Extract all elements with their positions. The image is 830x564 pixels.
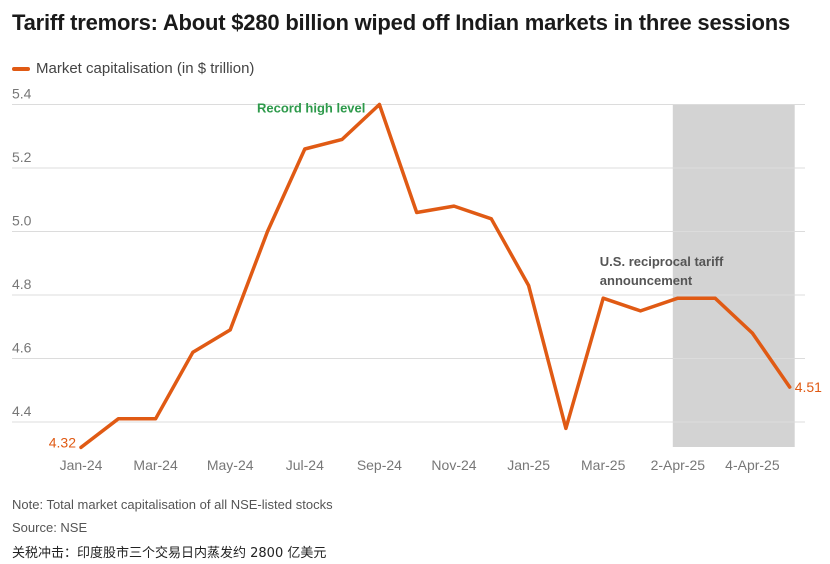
x-tick-label: Nov-24: [431, 457, 476, 473]
source-note: Source: NSE: [12, 520, 88, 535]
data-point: [601, 296, 605, 300]
data-point: [713, 296, 717, 300]
annotation-record-high: Record high level: [257, 101, 365, 116]
x-tick-label: 4-Apr-25: [725, 457, 780, 473]
data-point: [266, 230, 269, 233]
data-point: [452, 204, 456, 208]
legend-swatch: [12, 66, 30, 71]
x-tick-label: 2-Apr-25: [651, 457, 706, 473]
chart-title: Tariff tremors: About $280 billion wiped…: [12, 10, 790, 35]
y-tick-label: 5.0: [12, 213, 32, 229]
x-tick-label: Jan-24: [60, 457, 103, 473]
data-point: [527, 283, 531, 287]
data-point: [79, 445, 83, 449]
annotation-tariff: announcement: [600, 273, 693, 288]
data-label: 4.51: [795, 379, 822, 395]
data-point: [228, 328, 232, 332]
data-point: [303, 147, 307, 151]
data-label: 4.32: [49, 434, 76, 450]
series-line: [79, 102, 792, 450]
chinese-caption: 关税冲击：印度股市三个交易日内蒸发约 2800 亿美元: [12, 546, 327, 561]
x-tick-label: May-24: [207, 457, 254, 473]
data-point: [676, 296, 680, 300]
shaded-tariff-period: [672, 104, 795, 447]
x-tick-label: Jul-24: [286, 457, 324, 473]
data-point: [564, 426, 568, 430]
annotation-tariff: U.S. reciprocal tariff: [600, 254, 724, 269]
data-point: [750, 331, 754, 335]
y-tick-label: 4.4: [12, 403, 32, 419]
y-tick-label: 4.8: [12, 276, 32, 292]
data-point: [116, 417, 120, 421]
y-tick-label: 4.6: [12, 340, 32, 356]
y-tick-label: 5.4: [12, 86, 32, 102]
data-point: [639, 309, 642, 313]
data-point: [154, 417, 158, 421]
data-point: [377, 103, 381, 106]
x-tick-label: Mar-24: [133, 457, 178, 473]
data-point: [489, 217, 493, 221]
footnote: Note: Total market capitalisation of all…: [12, 497, 333, 512]
data-point: [191, 350, 195, 354]
data-point: [340, 137, 344, 141]
data-point: [788, 385, 792, 389]
data-point: [415, 210, 419, 214]
x-tick-label: Mar-25: [581, 457, 626, 473]
line-chart: 4.4 4.6 4.8 5.0 5.2 5.4 Jan-24 Mar-24 May-24 Jul-…: [12, 86, 822, 473]
x-tick-label: Jan-25: [507, 457, 550, 473]
y-tick-label: 5.2: [12, 149, 32, 165]
legend: Market capitalisation (in $ trillion): [12, 60, 254, 77]
legend-label: Market capitalisation (in $ trillion): [36, 60, 255, 77]
x-tick-label: Sep-24: [357, 457, 402, 473]
